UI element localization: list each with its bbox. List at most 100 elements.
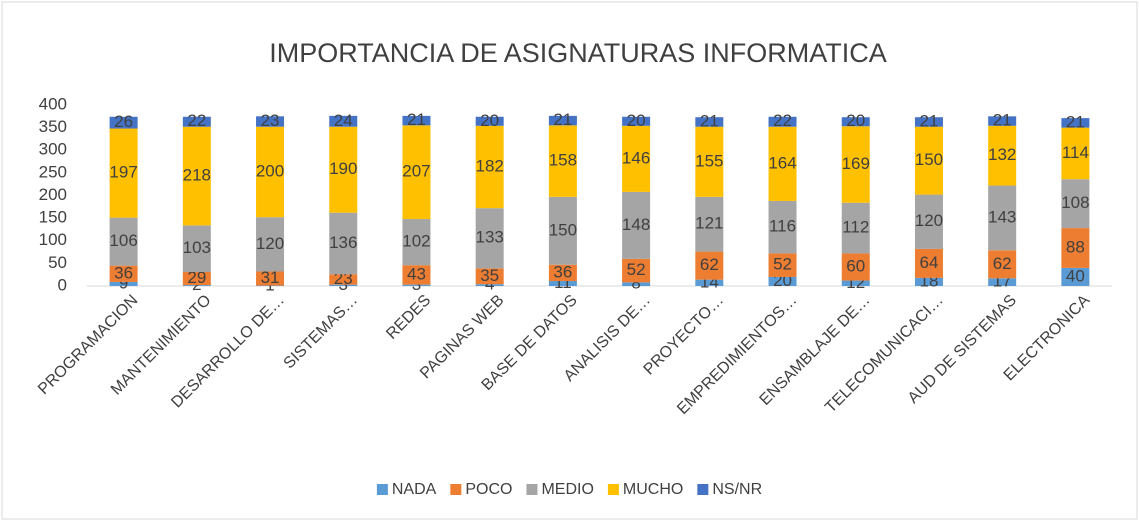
- bar-segment: [182, 285, 211, 286]
- bar-segment: [768, 200, 797, 254]
- data-label: 40: [1066, 266, 1085, 285]
- bar-segment: [988, 116, 1017, 126]
- y-tick-label: 300: [39, 140, 67, 159]
- data-label: 218: [183, 166, 211, 185]
- bar-segment: [109, 128, 138, 218]
- bar-segment: [695, 117, 724, 127]
- data-label: 62: [700, 255, 719, 274]
- bar-segment: [329, 274, 358, 285]
- data-label: 23: [261, 111, 280, 130]
- data-label: 143: [988, 207, 1016, 226]
- bar-segment: [109, 116, 138, 129]
- bar-segment: [622, 282, 651, 286]
- bar-segment: [548, 264, 577, 282]
- data-label: 169: [842, 154, 870, 173]
- bar-segment: [988, 125, 1017, 186]
- bar-segment: [402, 219, 431, 266]
- data-label: 20: [627, 111, 646, 130]
- bar-segment: [914, 277, 943, 286]
- y-tick-label: 0: [58, 275, 67, 294]
- bar-segment: [841, 253, 870, 281]
- bar-segment: [256, 126, 285, 218]
- bar-segment: [548, 196, 577, 265]
- bar-segment: [841, 202, 870, 254]
- data-label: 9: [119, 273, 128, 292]
- data-label: 106: [109, 231, 137, 250]
- bar-segment: [841, 280, 870, 286]
- bar-segment: [914, 248, 943, 278]
- data-label: 108: [1061, 193, 1089, 212]
- data-label: 24: [334, 111, 353, 130]
- bar-segment: [475, 116, 504, 126]
- bar-segment: [695, 251, 724, 280]
- data-label: 64: [920, 253, 939, 272]
- bar-segment: [548, 115, 577, 126]
- data-label: 21: [993, 111, 1012, 130]
- legend-label: MUCHO: [623, 481, 683, 498]
- legend-swatch: [697, 484, 709, 495]
- bar-segment: [1061, 118, 1090, 128]
- legend-swatch: [526, 484, 538, 495]
- bar-segment: [329, 115, 358, 127]
- data-label: 62: [993, 254, 1012, 273]
- legend-label: NS/NR: [712, 481, 762, 498]
- data-label: 43: [407, 264, 426, 283]
- bar-segment: [768, 126, 797, 201]
- bar-segment: [988, 278, 1017, 286]
- legend-swatch: [450, 484, 462, 495]
- data-label: 36: [114, 263, 133, 282]
- bar-segment: [914, 117, 943, 127]
- data-label: 197: [109, 163, 137, 182]
- bar-segment: [622, 125, 651, 192]
- bar-segment: [695, 279, 724, 286]
- data-label: 31: [261, 268, 280, 287]
- data-label: 114: [1062, 143, 1089, 162]
- bar-segment: [402, 284, 431, 286]
- y-tick-label: 250: [39, 162, 67, 181]
- legend-label: POCO: [465, 481, 512, 498]
- data-label: 103: [183, 238, 211, 257]
- data-label: 21: [553, 110, 572, 129]
- bar-segment: [109, 217, 138, 266]
- bar-segment: [329, 284, 358, 286]
- legend-label: NADA: [392, 481, 437, 498]
- bar-segment: [622, 191, 651, 259]
- legend-label: MEDIO: [541, 481, 593, 498]
- bar-segment: [109, 281, 138, 286]
- bar-segment: [914, 194, 943, 249]
- data-label: 21: [1066, 112, 1085, 131]
- bar-segment: [988, 185, 1017, 251]
- data-label: 200: [256, 161, 284, 180]
- data-label: 88: [1066, 237, 1085, 256]
- bar-segment: [256, 271, 285, 286]
- bar-segment: [182, 271, 211, 286]
- bar-segment: [475, 268, 504, 285]
- data-label: 158: [549, 151, 577, 170]
- data-label: 182: [475, 156, 503, 175]
- bar-segment: [1061, 179, 1090, 229]
- data-label: 20: [846, 111, 865, 130]
- bar-segment: [768, 116, 797, 127]
- y-tick-label: 100: [39, 230, 67, 249]
- bar-segment: [1061, 228, 1090, 268]
- bar-segment: [768, 276, 797, 286]
- data-label: 36: [553, 262, 572, 281]
- bar-segment: [475, 208, 504, 269]
- data-label: 102: [402, 232, 430, 251]
- data-label: 120: [915, 211, 943, 230]
- bar-segment: [622, 116, 651, 126]
- bar-segment: [768, 253, 797, 277]
- legend: NADA POCO MEDIO MUCHO NS/NR: [376, 481, 762, 498]
- data-label: 26: [114, 112, 133, 131]
- bar-segment: [402, 115, 431, 126]
- bar-segment: [841, 126, 870, 203]
- bar-segment: [256, 217, 285, 272]
- legend-swatch: [376, 484, 388, 495]
- bar-segment: [1061, 127, 1090, 180]
- data-label: 150: [549, 220, 577, 239]
- data-label: 121: [695, 214, 723, 233]
- data-label: 22: [187, 111, 206, 130]
- data-label: 29: [187, 268, 206, 287]
- data-label: 35: [480, 266, 499, 285]
